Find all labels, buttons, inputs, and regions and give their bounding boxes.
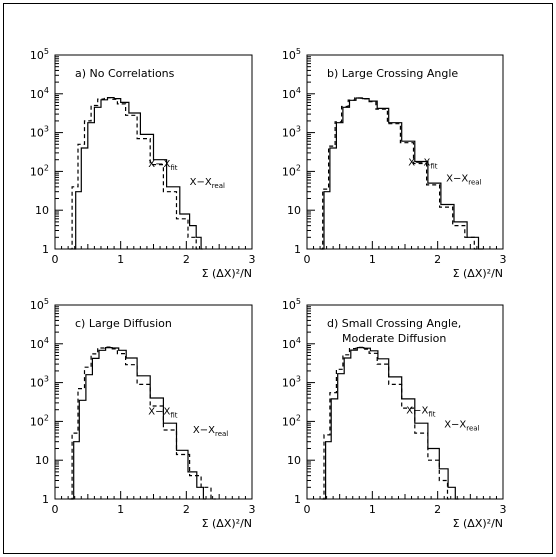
series-line-x-x-real [321,346,451,500]
x-tick-label: 3 [249,253,256,266]
x-tick-label: 2 [183,253,190,266]
y-tick-label: 103 [282,125,301,140]
y-tick-label: 104 [282,86,301,101]
y-tick-label: 1 [42,243,49,256]
figure-border [3,3,553,554]
series-line-x-x-real [69,97,200,250]
panel-label: b) Large Crossing Angle [327,67,458,80]
y-tick-label: 1 [294,243,301,256]
series-line-x-x-fit [71,347,206,500]
x-tick-label: 0 [52,253,59,266]
series-annotation-real: X−Xreal [446,173,481,186]
y-tick-label: 103 [282,375,301,390]
y-tick-label: 1 [294,493,301,506]
y-tick-label: 105 [30,297,49,312]
panel-label: a) No Correlations [75,67,175,80]
y-tick-label: 10 [287,204,301,217]
series-line-x-x-fit [323,347,459,500]
x-tick-label: 2 [183,503,190,516]
series-annotation-real: X−Xreal [193,425,228,438]
y-tick-label: 104 [30,86,49,101]
x-axis-label: Σ (ΔX)²/N [453,517,503,530]
y-tick-label: 104 [30,336,49,351]
y-tick-label: 105 [282,47,301,62]
series-annotation-fit: X−Xfit [408,158,438,171]
series-annotation-fit: X−Xfit [406,405,436,418]
y-tick-label: 102 [30,413,49,428]
x-tick-label: 2 [434,503,441,516]
y-tick-label: 10 [35,454,49,467]
plot-frame [54,304,253,500]
y-tick-label: 102 [30,163,49,178]
series-line-x-x-real [320,97,479,250]
series-line-x-x-real [69,346,216,500]
y-tick-label: 10 [287,454,301,467]
panel-label: c) Large Diffusion [75,317,172,330]
y-tick-label: 10 [35,204,49,217]
y-tick-label: 102 [282,163,301,178]
x-axis-label: Σ (ΔX)²/N [202,517,252,530]
y-tick-label: 105 [282,297,301,312]
y-tick-label: 102 [282,413,301,428]
x-tick-label: 1 [369,253,376,266]
series-annotation-fit: X−Xfit [148,407,178,420]
plot-frame [306,54,504,250]
x-tick-label: 3 [500,253,507,266]
panel-label: d) Small Crossing Angle, [327,317,461,330]
x-axis-label: Σ (ΔX)²/N [202,267,252,280]
y-tick-label: 103 [30,375,49,390]
y-tick-label: 1 [42,493,49,506]
x-tick-label: 1 [117,503,124,516]
x-tick-label: 1 [117,253,124,266]
series-annotation-real: X−Xreal [444,419,479,432]
x-tick-label: 1 [369,503,376,516]
x-tick-label: 0 [304,503,311,516]
series-annotation-real: X−Xreal [190,177,225,190]
x-axis-label: Σ (ΔX)²/N [453,267,503,280]
x-tick-label: 0 [52,503,59,516]
x-tick-label: 0 [304,253,311,266]
y-tick-label: 105 [30,47,49,62]
series-line-x-x-fit [321,97,484,250]
x-tick-label: 2 [434,253,441,266]
x-tick-label: 3 [500,503,507,516]
series-line-x-x-fit [73,97,203,250]
x-tick-label: 3 [249,503,256,516]
panel-label-line-2: Moderate Diffusion [342,332,446,345]
y-tick-label: 103 [30,125,49,140]
series-annotation-fit: X−Xfit [148,159,178,172]
y-tick-label: 104 [282,336,301,351]
